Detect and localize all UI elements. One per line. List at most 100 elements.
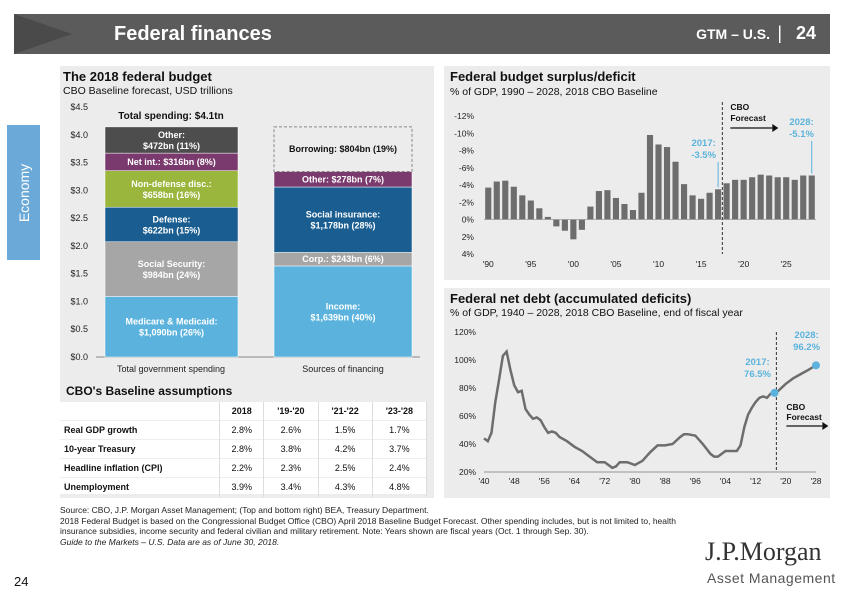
x-tick-label: '15 — [696, 259, 707, 269]
deficit-bar — [638, 192, 645, 220]
footer-page-number: 24 — [14, 574, 29, 589]
financing-segment — [273, 126, 413, 173]
y-tick-label: -6% — [459, 163, 475, 173]
deficit-bar — [766, 175, 773, 220]
deficit-bar — [783, 177, 790, 220]
assumptions-title: CBO's Baseline assumptions — [66, 384, 233, 398]
annotation-2017-value: 76.5% — [744, 369, 771, 380]
deficit-bar — [493, 181, 500, 220]
deficit-bar — [578, 219, 585, 230]
deficit-bar — [570, 219, 577, 240]
marker-2028 — [812, 361, 820, 370]
forecast-label: Forecast — [786, 412, 822, 422]
assumptions-table: 2018'19-'20'21-'22'23-'28 Real GDP growth… — [60, 402, 428, 497]
spending-segment — [104, 126, 239, 154]
table-cell: 4.3% — [318, 477, 373, 497]
section-tab[interactable]: Economy — [7, 125, 40, 260]
guide-label: GTM – U.S. — [696, 26, 770, 42]
table-row: Real GDP growth 2.8% 2.6% 1.5% 1.7% — [60, 420, 428, 440]
deficit-bar — [680, 184, 688, 220]
y-tick-label: $1.0 — [70, 296, 88, 306]
annotation-2017: 2017: — [745, 357, 769, 368]
spending-segment-value: $472bn (11%) — [143, 141, 200, 151]
y-tick-label: $4.0 — [70, 130, 88, 140]
table-cell: 2.8% — [219, 439, 265, 459]
deficit-bar — [689, 195, 696, 220]
x-tick-label: '88 — [660, 476, 671, 486]
deficit-bar — [621, 203, 628, 220]
debt-subtitle: % of GDP, 1940 – 2028, 2018 CBO Baseline… — [450, 307, 743, 319]
debt-chart: 20% 40% 60% 80% 100% 120% '40 '48 '56 '64 '72 '80 '8… — [454, 327, 829, 486]
spending-segment-label: Other: — [158, 130, 185, 140]
table-cell: 3.7% — [372, 439, 428, 459]
spending-segment-label: Social Security: — [138, 259, 206, 269]
jpmorgan-logo: J.P.Morgan — [705, 537, 822, 566]
y-tick-label: -4% — [459, 180, 475, 190]
table-row: Unemployment 3.9% 3.4% 4.3% 4.8% — [60, 477, 428, 497]
source-line-3: Guide to the Markets – U.S. Data are as … — [60, 536, 280, 547]
deficit-bar — [655, 144, 662, 220]
forecast-label: Forecast — [730, 113, 766, 123]
y-tick-label: $2.5 — [70, 213, 88, 223]
deficit-subtitle: % of GDP, 1990 – 2028, 2018 CBO Baseline — [450, 86, 658, 98]
x-tick-label: '96 — [690, 476, 701, 486]
table-cell: 3.8% — [263, 439, 319, 459]
x-category-label: Sources of financing — [302, 364, 384, 374]
financing-segment-label: Income: — [326, 301, 361, 311]
x-tick-label: '20 — [738, 259, 749, 269]
banner-arrow — [14, 14, 72, 54]
financing-segment-label: Borrowing: $804bn (19%) — [289, 144, 397, 154]
marker-2017 — [770, 388, 779, 397]
financing-segment-value: $1,178bn (28%) — [310, 221, 375, 231]
spending-segment — [104, 241, 239, 297]
spending-segment-value: $1,090bn (26%) — [139, 328, 204, 338]
deficit-panel — [444, 66, 830, 280]
y-tick-label: $4.5 — [70, 102, 88, 112]
y-tick-label: $2.0 — [70, 241, 88, 251]
x-tick-label: '90 — [483, 259, 494, 269]
spending-segment — [104, 206, 239, 243]
deficit-bar — [587, 206, 594, 220]
y-tick-label: 120% — [454, 327, 476, 337]
deficit-bar — [561, 219, 568, 231]
deficit-bar — [663, 147, 671, 220]
deficit-bar — [612, 197, 620, 220]
table-cell: Real GDP growth — [60, 420, 221, 440]
y-tick-label: 60% — [459, 411, 476, 421]
table-cell: 1.5% — [318, 420, 373, 440]
table-row: Headline inflation (CPI) 2.2% 2.3% 2.5% 2.4% — [60, 458, 428, 478]
deficit-bar — [740, 179, 747, 220]
y-tick-label: -2% — [459, 197, 475, 207]
x-tick-label: '04 — [720, 476, 731, 486]
table-header-row: 2018'19-'20'21-'22'23-'28 — [60, 402, 428, 421]
deficit-bar — [646, 134, 654, 220]
y-tick-label: 0% — [462, 215, 475, 225]
table-cell: 2.8% — [219, 420, 265, 440]
deficit-bar — [485, 187, 492, 220]
logo-subtitle: Asset Management — [707, 570, 836, 586]
budget-title: The 2018 federal budget — [63, 69, 212, 84]
debt-title: Federal net debt (accumulated deficits) — [450, 291, 692, 306]
y-tick-label: 40% — [459, 439, 476, 449]
y-tick-label: $3.0 — [70, 185, 88, 195]
table-cell: 2.3% — [263, 458, 319, 478]
annotation-2028-value: -5.1% — [789, 129, 814, 140]
spending-segment-value: $984bn (24%) — [143, 270, 201, 280]
deficit-bar — [706, 192, 713, 220]
y-tick-label: $0.5 — [70, 324, 88, 334]
deficit-bar — [519, 195, 526, 220]
financing-segment-label: Other: $278bn (7%) — [302, 174, 384, 184]
y-tick-label: -12% — [454, 111, 474, 121]
financing-segment — [273, 186, 413, 253]
spending-segment-label: Defense: — [152, 215, 190, 225]
x-tick-label: '48 — [509, 476, 520, 486]
financing-segment — [273, 265, 413, 358]
header-page-number: 24 — [795, 23, 816, 43]
table-cell: 4.2% — [318, 439, 373, 459]
deficit-title: Federal budget surplus/deficit — [450, 69, 636, 84]
table-header-cell: '23-'28 — [372, 402, 428, 421]
x-category-label: Total government spending — [117, 364, 225, 374]
spending-segment-label: Non-defense disc.: — [131, 179, 212, 189]
spending-segment-label: Medicare & Medicaid: — [125, 317, 217, 327]
x-tick-label: '56 — [539, 476, 550, 486]
